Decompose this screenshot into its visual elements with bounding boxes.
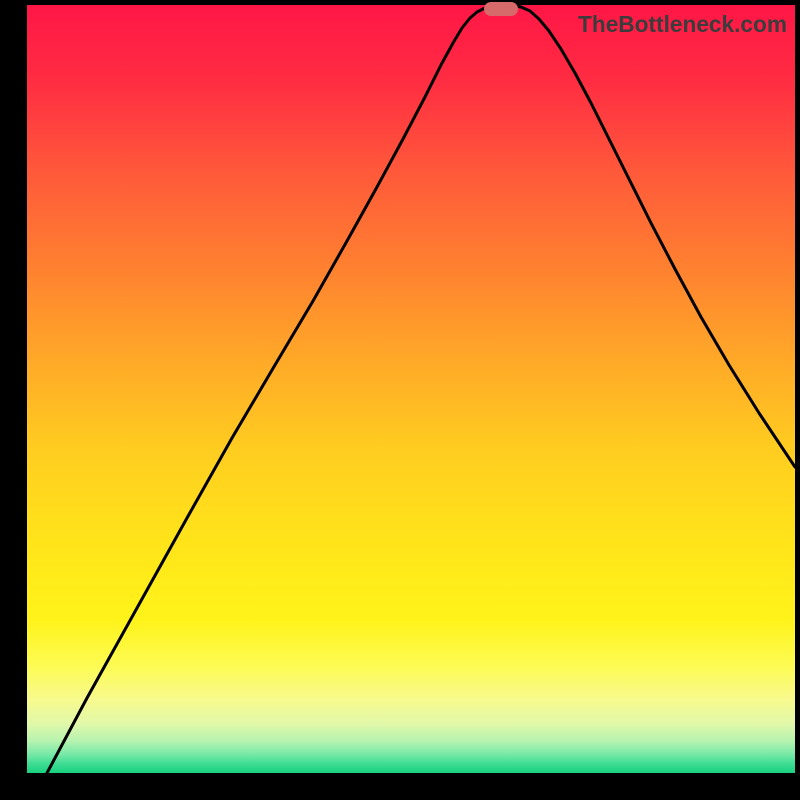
bottleneck-curve [47, 5, 795, 773]
watermark-text: TheBottleneck.com [578, 11, 787, 38]
plot-area: TheBottleneck.com [27, 5, 795, 773]
curve-svg [27, 5, 795, 773]
bottleneck-marker [484, 2, 518, 16]
chart-frame: TheBottleneck.com [0, 0, 800, 800]
